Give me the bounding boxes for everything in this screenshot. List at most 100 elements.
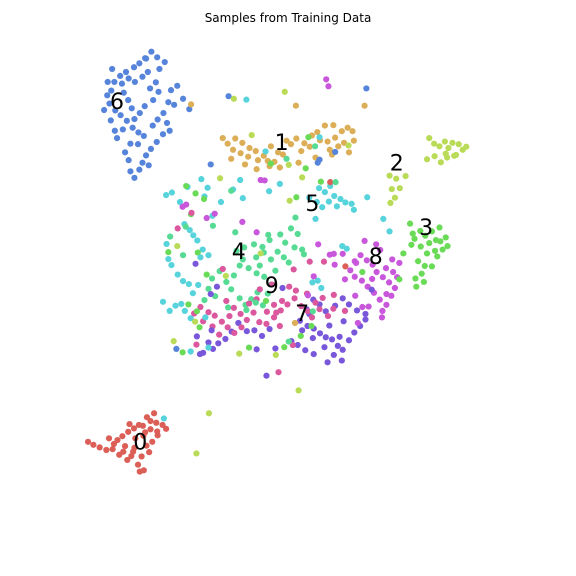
point-class-0	[105, 435, 113, 442]
point-class-6	[117, 112, 124, 119]
point-class-7	[345, 301, 353, 308]
point-class-8	[377, 246, 384, 254]
point-class-2	[236, 350, 243, 357]
point-class-3	[267, 160, 275, 167]
point-class-0	[135, 421, 142, 429]
point-class-5	[159, 298, 167, 305]
point-class-9	[216, 331, 223, 338]
point-class-2	[402, 173, 409, 180]
point-class-7	[258, 332, 266, 340]
point-class-5	[237, 176, 244, 184]
point-class-2	[295, 387, 302, 394]
point-class-5	[174, 271, 181, 278]
point-class-1	[228, 155, 235, 162]
point-class-1	[350, 137, 357, 144]
point-class-3	[431, 247, 439, 254]
point-class-3	[281, 344, 288, 351]
point-class-6	[142, 152, 150, 159]
point-class-6	[134, 141, 142, 148]
point-class-5	[350, 206, 357, 213]
point-class-7	[309, 335, 316, 342]
point-class-5	[364, 194, 371, 201]
point-class-2	[345, 142, 352, 149]
point-class-6	[154, 54, 161, 61]
point-class-8	[304, 292, 312, 299]
point-class-5	[168, 262, 175, 269]
point-class-5	[194, 237, 201, 244]
point-class-3	[420, 278, 427, 286]
point-class-6	[148, 48, 155, 55]
point-class-9	[341, 307, 349, 314]
point-class-6	[207, 161, 214, 168]
point-class-9	[291, 295, 298, 302]
point-class-9	[237, 310, 244, 318]
point-class-6	[161, 58, 168, 66]
point-class-0	[125, 428, 132, 435]
point-class-4	[299, 246, 306, 253]
point-class-1	[344, 124, 351, 131]
point-class-6	[117, 72, 124, 79]
point-class-3	[262, 297, 270, 305]
point-class-6	[125, 157, 132, 164]
point-class-4	[182, 223, 189, 230]
point-class-2	[449, 139, 456, 146]
point-class-8	[354, 319, 361, 327]
point-class-9	[298, 303, 305, 310]
point-class-4	[253, 270, 260, 277]
point-class-5	[187, 315, 194, 322]
point-class-4	[239, 256, 246, 263]
point-class-9	[284, 301, 291, 308]
point-class-7	[222, 335, 229, 343]
point-class-4	[285, 259, 292, 266]
point-class-1	[219, 135, 226, 142]
point-class-5	[166, 307, 173, 314]
point-class-2	[248, 131, 255, 139]
point-class-4	[332, 179, 339, 186]
point-class-9	[304, 308, 312, 315]
point-class-2	[463, 143, 470, 150]
point-class-8	[261, 177, 268, 184]
point-class-1	[293, 135, 300, 142]
point-class-9	[330, 291, 337, 299]
point-class-3	[418, 270, 425, 277]
point-class-7	[340, 318, 347, 325]
point-class-0	[120, 448, 127, 455]
point-class-1	[187, 101, 195, 108]
point-class-2	[230, 95, 237, 102]
point-class-5	[342, 199, 349, 206]
point-class-6	[149, 122, 156, 129]
point-class-8	[390, 268, 397, 276]
point-class-2	[286, 197, 293, 204]
point-class-9	[320, 258, 328, 265]
point-class-4	[167, 233, 174, 240]
point-class-4	[208, 275, 216, 282]
point-class-4	[264, 290, 271, 297]
point-class-1	[321, 122, 328, 129]
point-class-3	[444, 243, 451, 250]
point-class-9	[197, 303, 204, 311]
point-class-8	[379, 274, 386, 281]
point-class-4	[236, 262, 243, 269]
point-class-2	[192, 318, 199, 325]
point-class-1	[301, 140, 308, 147]
point-class-6	[139, 159, 146, 166]
point-class-6	[163, 119, 171, 127]
point-class-8	[369, 261, 376, 268]
point-class-6	[159, 131, 167, 138]
point-class-6	[160, 109, 167, 117]
point-class-4	[252, 299, 259, 306]
point-class-5	[380, 215, 387, 222]
point-class-3	[415, 258, 422, 265]
point-class-9	[306, 258, 313, 265]
point-class-9	[256, 319, 263, 326]
point-class-7	[299, 327, 306, 334]
point-class-9	[174, 225, 181, 232]
point-class-9	[292, 287, 299, 294]
point-class-5	[186, 227, 193, 234]
point-class-6	[123, 117, 130, 124]
point-class-9	[273, 309, 280, 316]
point-class-5	[198, 176, 205, 183]
point-class-5	[168, 189, 175, 196]
point-class-7	[205, 339, 212, 346]
point-class-7	[208, 327, 215, 334]
